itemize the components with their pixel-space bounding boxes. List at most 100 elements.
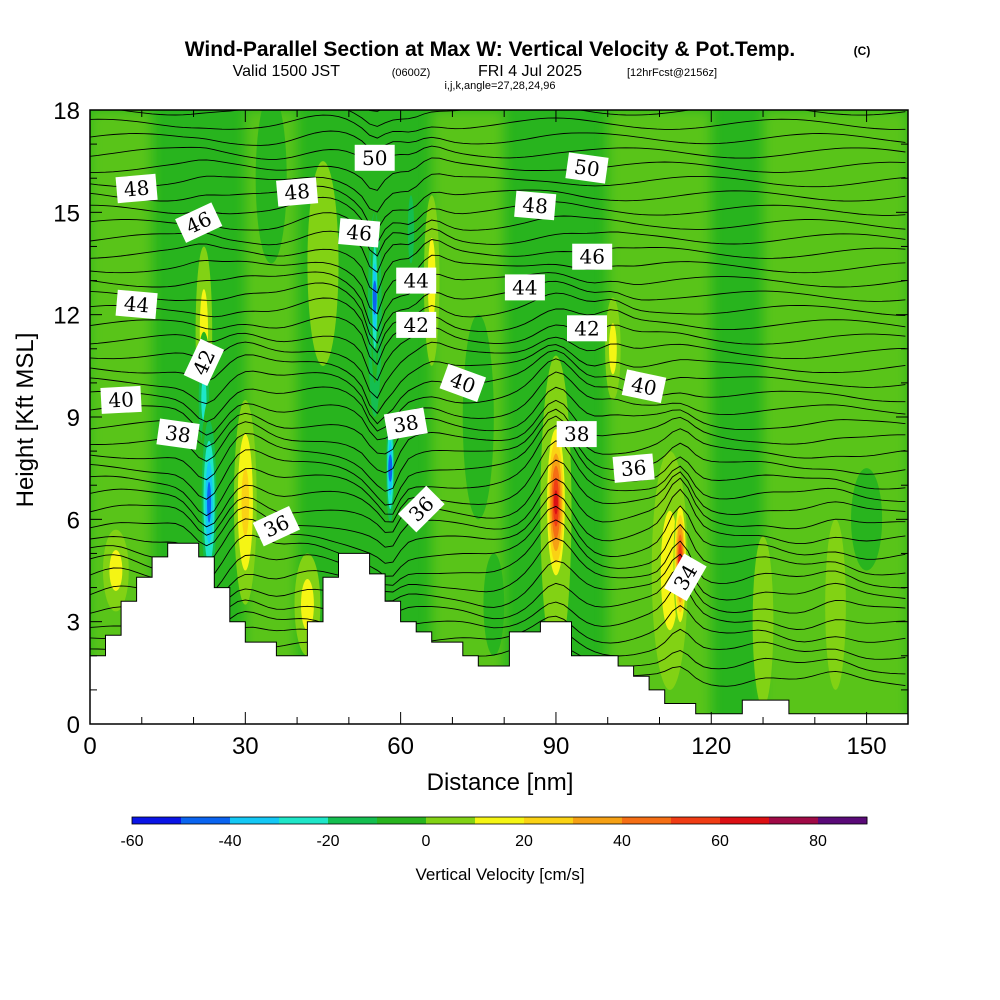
- plot-area: 4846444240383648504644424038365048464442…: [90, 110, 908, 724]
- isentrope: [90, 488, 906, 564]
- contour-label: 40: [621, 369, 667, 404]
- colorbar-swatch: [720, 817, 770, 824]
- colorbar-swatch: [475, 817, 525, 824]
- contour-label-box: [396, 267, 437, 294]
- contour-label-text: 36: [620, 455, 647, 481]
- contour-label: 44: [504, 274, 545, 301]
- contour-label-box: [175, 202, 223, 243]
- contour-label-box: [621, 369, 667, 404]
- contour-label-box: [567, 315, 607, 342]
- chart-subtitle: Valid 1500 JST (0600Z) FRI 4 Jul 2025 [1…: [233, 63, 717, 80]
- colorbar-swatch: [328, 817, 378, 824]
- colorbar-tick-label: -60: [120, 833, 143, 850]
- grid-indices: i,j,k,angle=27,28,24,96: [444, 80, 555, 92]
- isentrope: [90, 196, 906, 244]
- velocity-cell: [825, 519, 846, 690]
- velocity-cell: [300, 579, 314, 631]
- x-tick-label: 60: [387, 733, 414, 760]
- contour-label-box: [156, 418, 200, 450]
- contour-label: 40: [100, 385, 142, 414]
- colorbar-swatch: [181, 817, 231, 824]
- contour-labels: 4846444240383648504644424038365048464442…: [100, 144, 707, 602]
- isentrope: [90, 477, 906, 548]
- isentrope: [117, 110, 906, 127]
- contour-label-box: [556, 421, 597, 448]
- y-axis-label: Height [Kft MSL]: [12, 333, 39, 508]
- y-tick-label: 9: [67, 405, 80, 432]
- isentrope: [90, 185, 906, 231]
- colorbar-swatch: [524, 817, 574, 824]
- contour-label: 42: [396, 311, 437, 338]
- velocity-cell: [407, 195, 415, 264]
- isentrope: [90, 440, 906, 528]
- contour-label-box: [612, 453, 655, 483]
- contour-label-box: [397, 485, 445, 533]
- contour-label-text: 50: [362, 146, 387, 170]
- isentrope: [90, 280, 906, 344]
- isentrope: [90, 386, 906, 455]
- colorbar-tick-label: 0: [422, 833, 431, 850]
- contour-label-text: 42: [574, 316, 599, 340]
- isentrope: [90, 336, 906, 399]
- contour-label-text: 48: [123, 175, 150, 201]
- colorbar: -60 -40 -20 0 20 40 60 80: [120, 816, 868, 850]
- x-tick-label: 120: [691, 733, 731, 760]
- colorbar-swatch: [818, 817, 868, 824]
- isentrope: [90, 271, 906, 332]
- contour-label: 36: [252, 505, 301, 547]
- isentrope: [90, 344, 906, 415]
- isentrope: [90, 130, 906, 152]
- contour-label-text: 38: [164, 420, 193, 447]
- contour-label-text: 38: [391, 410, 420, 438]
- colorbar-tick-label: 60: [711, 833, 729, 850]
- contour-label-text: 44: [512, 275, 537, 299]
- valid-date: FRI 4 Jul 2025: [478, 63, 582, 80]
- isentrope: [90, 212, 906, 257]
- contour-label-text: 46: [345, 220, 372, 246]
- colorbar-swatch: [279, 817, 329, 824]
- colorbar-tick-label: 80: [809, 833, 827, 850]
- contour-label: 42: [567, 315, 607, 342]
- velocity-cell: [372, 280, 377, 315]
- x-axis-label: Distance [nm]: [427, 769, 574, 796]
- colorbar-swatch: [671, 817, 721, 824]
- y-tick-label: 3: [67, 610, 80, 637]
- isentrope: [90, 308, 906, 366]
- contour-label: 44: [396, 267, 437, 294]
- contour-label-box: [396, 311, 437, 338]
- velocity-cell: [553, 490, 558, 515]
- contour-label: 44: [115, 289, 158, 320]
- contour-label-text: 44: [123, 291, 150, 317]
- contour-label-box: [252, 505, 301, 547]
- contour-label: 38: [556, 421, 597, 448]
- isentrope: [90, 358, 906, 432]
- contour-label-box: [354, 144, 395, 171]
- colorbar-frame: [131, 816, 868, 825]
- contour-label: 38: [156, 418, 200, 450]
- colorbar-swatch: [377, 817, 427, 824]
- x-axis: 0 30 60 90 120 150: [83, 110, 887, 760]
- isentrope: [90, 459, 906, 536]
- contour-label: 50: [565, 152, 609, 184]
- isentrope: [90, 254, 906, 315]
- x-tick-label: 150: [847, 733, 887, 760]
- colorbar-tick-label: 40: [613, 833, 631, 850]
- isentrope: [90, 399, 906, 474]
- isentrope: [90, 425, 906, 517]
- colorbar-tick-label: -20: [316, 833, 339, 850]
- velocity-cell: [241, 468, 250, 537]
- velocity-cell: [609, 323, 617, 375]
- chart-title: Wind-Parallel Section at Max W: Vertical…: [185, 38, 796, 61]
- contour-label-box: [115, 173, 158, 204]
- contour-label: 46: [572, 243, 613, 270]
- y-tick-label: 0: [67, 712, 80, 739]
- contour-label: 48: [276, 177, 319, 207]
- velocity-cell: [483, 553, 505, 656]
- x-tick-label: 0: [83, 733, 96, 760]
- contour-label: 38: [383, 407, 428, 441]
- y-tick-label: 12: [53, 303, 80, 330]
- contour-label: 42: [183, 338, 225, 387]
- colorbar-title: Vertical Velocity [cm/s]: [415, 865, 584, 884]
- isentrope: [90, 228, 906, 274]
